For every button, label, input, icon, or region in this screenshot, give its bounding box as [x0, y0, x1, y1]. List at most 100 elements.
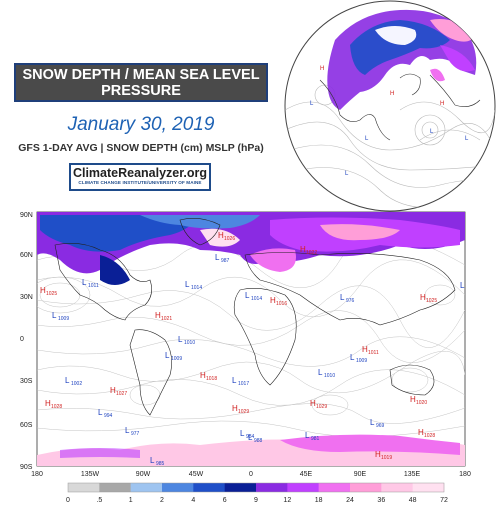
high-value: 1022 — [306, 250, 317, 256]
svg-text:H: H — [440, 101, 444, 107]
high-value: 1011 — [368, 350, 379, 356]
pressure-low: L 1014 — [245, 291, 262, 302]
pressure-low: L 988 — [248, 433, 263, 444]
globe-arctic-ice — [375, 26, 417, 45]
africa-outline — [233, 288, 297, 386]
svg-text:L: L — [345, 171, 349, 177]
latitude-labels: 90N 60N 30N 0 30S 60S 90S — [20, 212, 33, 471]
low-letter: L — [248, 433, 253, 442]
high-letter: H — [200, 371, 206, 380]
low-letter: L — [245, 291, 250, 300]
globe-coastlines — [319, 73, 481, 141]
globe-isobars — [285, 84, 495, 209]
pressure-low: L 1010 — [318, 368, 335, 379]
low-letter: L — [215, 253, 220, 262]
low-letter: L — [98, 408, 103, 417]
globe-snow-blue — [350, 20, 450, 75]
pressure-high: H 1022 — [300, 245, 317, 256]
snow-europe-magenta — [250, 248, 296, 272]
colorbar-label: 36 — [377, 497, 385, 504]
colorbar-swatch — [99, 483, 131, 492]
low-letter: L — [165, 351, 170, 360]
svg-text:L: L — [365, 136, 369, 142]
low-letter: L — [318, 368, 323, 377]
high-letter: H — [410, 395, 416, 404]
colorbar-swatch — [381, 483, 413, 492]
pressure-low: L 1010 — [178, 335, 195, 346]
pressure-high: H 1011 — [362, 345, 379, 356]
lat-label: 60S — [20, 422, 33, 429]
high-letter: H — [45, 399, 51, 408]
lon-label: 0 — [249, 471, 253, 478]
pressure-low: L 987 — [215, 253, 230, 264]
globe-lows: L L L L L — [310, 101, 469, 177]
pressure-high: H 1026 — [218, 231, 235, 242]
pressure-high: H 1025 — [40, 286, 57, 297]
high-value: 1026 — [224, 236, 235, 242]
colorbar-label: 12 — [283, 497, 291, 504]
title-line-2: PRESSURE — [101, 83, 181, 99]
climate-reanalyzer-logo[interactable]: ClimateReanalyzer.org CLIMATE CHANGE INS… — [69, 163, 211, 191]
title-box: SNOW DEPTH / MEAN SEA LEVEL PRESSURE — [14, 63, 268, 102]
low-letter: L — [178, 335, 183, 344]
north-america-outline — [54, 243, 152, 321]
snow-greenland-light — [140, 215, 260, 229]
colorbar-label: 2 — [160, 497, 164, 504]
pressure-high: H 1028 — [418, 428, 435, 439]
svg-text:H: H — [320, 66, 324, 72]
colorbar-label: 72 — [440, 497, 448, 504]
eurasia-outline — [244, 252, 456, 326]
high-value: 1025 — [426, 298, 437, 304]
high-letter: H — [110, 386, 116, 395]
snow-na-dark — [100, 255, 130, 285]
low-letter: L — [350, 353, 355, 362]
coastlines — [54, 218, 456, 416]
pressure-high: H 1016 — [270, 296, 287, 307]
high-letter: H — [155, 311, 161, 320]
high-letter: H — [218, 231, 224, 240]
svg-text:L: L — [310, 101, 314, 107]
high-value: 1020 — [416, 400, 427, 406]
high-letter: H — [270, 296, 276, 305]
high-value: 1016 — [276, 301, 287, 307]
low-value: 1002 — [71, 381, 82, 387]
low-value: 1009 — [171, 356, 182, 362]
title-line-1: SNOW DEPTH / MEAN SEA LEVEL — [22, 67, 260, 83]
south-america-outline — [129, 329, 172, 416]
longitude-labels: 180 135W 90W 45W 0 45E 90E 135E 180 — [31, 471, 471, 478]
low-letter: L — [305, 431, 310, 440]
lon-label: 135E — [404, 471, 421, 478]
low-value: 1009 — [356, 358, 367, 364]
pressure-low: L 1009 — [52, 311, 69, 322]
colorbar-swatch — [130, 483, 163, 492]
lat-label: 90N — [20, 212, 33, 219]
low-value: 1010 — [184, 340, 195, 346]
low-value: 1011 — [88, 283, 99, 289]
pressure-low: L 1011 — [82, 278, 99, 289]
lon-label: 135W — [81, 471, 100, 478]
pressure-high: H 1029 — [232, 404, 249, 415]
pressure-low: L 969 — [370, 418, 385, 429]
high-value: 1029 — [238, 409, 249, 415]
lat-label: 60N — [20, 252, 33, 259]
colorbar-label: 24 — [346, 497, 354, 504]
high-value: 1025 — [46, 291, 57, 297]
snow-greenland-pink — [200, 228, 240, 247]
map-subtitle: GFS 1-DAY AVG | SNOW DEPTH (cm) MSLP (hP… — [18, 142, 264, 154]
pressure-low: L 1017 — [232, 376, 249, 387]
lon-label: 45W — [189, 471, 204, 478]
pressure-high: H 1020 — [410, 395, 427, 406]
colorbar-label: 18 — [315, 497, 323, 504]
colorbar-swatch — [287, 483, 319, 492]
colorbar-label: 6 — [223, 497, 227, 504]
pressure-low: L 984 — [240, 429, 255, 440]
pressure-high: H 1025 — [420, 293, 437, 304]
lon-label: 45E — [300, 471, 313, 478]
australia-outline — [389, 364, 435, 396]
pressure-high: H 1029 — [310, 399, 327, 410]
colorbar-swatch — [350, 483, 382, 492]
colorbar-swatch — [318, 483, 351, 492]
pressure-low: L 981 — [305, 431, 320, 442]
low-letter: L — [340, 293, 345, 302]
logo-main-text: ClimateReanalyzer.org — [72, 166, 208, 180]
